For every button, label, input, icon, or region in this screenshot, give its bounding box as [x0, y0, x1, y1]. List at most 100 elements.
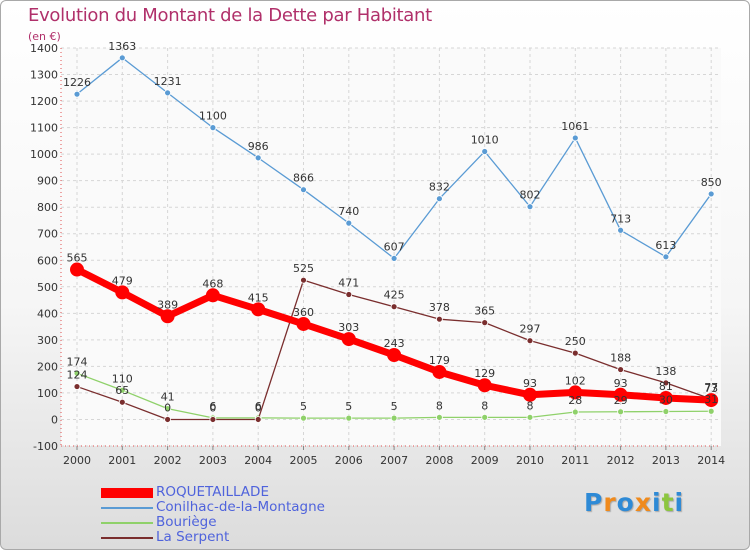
legend-swatch [101, 537, 153, 539]
plot-area [61, 48, 721, 446]
data-label: 6 [209, 400, 216, 413]
y-tick-label: 400 [37, 307, 58, 320]
data-point [526, 413, 534, 421]
data-point [390, 414, 398, 422]
legend-item: ROQUETAILLADE [101, 485, 421, 500]
data-label: 243 [384, 337, 405, 350]
data-label: 28 [568, 394, 582, 407]
data-point [617, 226, 624, 234]
data-point [571, 408, 579, 416]
data-point [118, 398, 126, 406]
data-label: 740 [338, 205, 359, 218]
data-label: 5 [345, 400, 352, 413]
y-tick-label: 900 [37, 175, 58, 188]
data-point [70, 262, 84, 277]
data-point [205, 288, 220, 303]
y-tick-label: 800 [37, 201, 58, 214]
data-label: 1231 [154, 75, 182, 88]
data-label: 129 [474, 367, 495, 380]
legend-swatch [101, 488, 153, 498]
data-label: 5 [300, 400, 307, 413]
data-point [707, 190, 715, 198]
data-point [209, 416, 217, 423]
data-point [164, 405, 172, 412]
data-point [662, 408, 670, 415]
x-tick-label: 2005 [290, 454, 318, 467]
data-point [300, 186, 307, 194]
data-label: 468 [202, 277, 223, 290]
data-label: 713 [610, 212, 631, 225]
data-label: 565 [67, 252, 88, 265]
data-label: 93 [614, 377, 628, 390]
y-tick-label: 300 [37, 334, 58, 347]
legend-label: Bouriège [156, 514, 217, 530]
data-label: 0 [164, 401, 171, 414]
data-label: 1100 [199, 110, 227, 123]
data-point [617, 366, 624, 373]
data-point [254, 416, 262, 423]
data-label: 607 [384, 240, 405, 253]
data-point [209, 124, 217, 131]
x-tick-label: 2008 [425, 454, 453, 467]
logo-letter: o [616, 488, 635, 517]
x-tick-label: 2003 [199, 454, 227, 467]
data-label: 110 [112, 372, 133, 385]
data-label: 1061 [561, 120, 589, 133]
data-label: 179 [429, 354, 450, 367]
data-label: 479 [112, 274, 133, 287]
x-tick-label: 2001 [108, 454, 136, 467]
data-label: 29 [614, 394, 628, 407]
y-tick-label: 1000 [30, 148, 58, 161]
legend: ROQUETAILLADE Conilhac-de-la-Montagne Bo… [101, 485, 421, 545]
data-point [118, 386, 126, 394]
data-point [300, 276, 307, 284]
data-point [526, 337, 534, 345]
data-label: 250 [565, 335, 586, 348]
data-point [115, 285, 130, 300]
data-point [432, 364, 447, 379]
x-tick-label: 2014 [697, 454, 725, 467]
chart-subtitle: (en €) [28, 30, 61, 43]
data-point [387, 347, 402, 362]
x-tick-label: 2004 [244, 454, 272, 467]
data-label: 1226 [63, 76, 91, 89]
x-tick-label: 2013 [652, 454, 680, 467]
data-label: 613 [655, 239, 676, 252]
data-point [571, 134, 579, 142]
data-label: 8 [436, 399, 443, 412]
data-label: 471 [338, 276, 359, 289]
y-tick-label: 1200 [30, 95, 58, 108]
x-tick-label: 2009 [471, 454, 499, 467]
legend-item: Conilhac-de-la-Montagne [101, 500, 421, 515]
data-label: 1010 [471, 133, 499, 146]
x-tick-label: 2007 [380, 454, 408, 467]
data-point [617, 408, 624, 416]
logo-letter: x [634, 488, 652, 517]
data-label: 0 [209, 401, 216, 414]
data-label: 138 [655, 365, 676, 378]
data-label: 525 [293, 262, 314, 275]
axes: -100010020030040050060070080090010001100… [30, 42, 725, 467]
data-label: 73 [704, 382, 718, 395]
data-label: 77 [704, 381, 718, 394]
y-tick-label: 100 [37, 387, 58, 400]
data-label: 6 [255, 400, 262, 413]
data-label: 0 [255, 401, 262, 414]
data-point [296, 316, 311, 331]
data-point [73, 383, 81, 390]
data-label: 303 [338, 321, 359, 334]
data-label: 5 [391, 400, 398, 413]
data-point [73, 369, 81, 377]
data-point [341, 332, 356, 347]
proxiti-logo: Proxiti [584, 488, 684, 517]
y-tick-label: 0 [51, 413, 58, 426]
data-point [390, 303, 398, 311]
y-tick-label: 1400 [30, 42, 58, 55]
data-label: 65 [115, 384, 129, 397]
legend-label: La Serpent [156, 529, 230, 545]
data-label: 365 [474, 305, 495, 318]
data-label: 8 [481, 399, 488, 412]
data-point [160, 309, 175, 324]
data-label: 425 [384, 289, 405, 302]
